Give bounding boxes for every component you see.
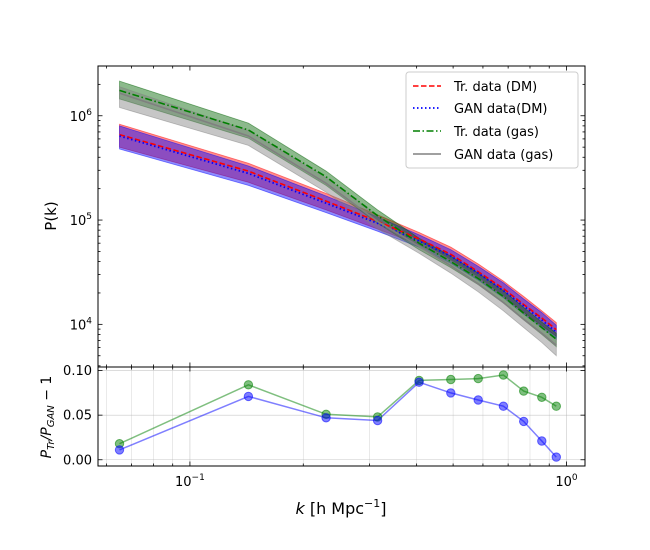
- bottom-y-ticks: 0.00 0.05 0.10: [63, 364, 585, 468]
- ratio-point-dm: [446, 388, 456, 398]
- ratio-point-gas: [537, 392, 547, 402]
- top-y-tick-label: 105: [70, 212, 92, 229]
- top-y-tick-label: 104: [70, 316, 93, 333]
- line-gan-data-gas: [119, 92, 557, 346]
- line-tr-data-dm: [119, 133, 557, 331]
- ratio-point-dm: [473, 395, 483, 405]
- ratio-point-gas: [243, 380, 254, 390]
- bottom-y-tick-label: 0.00: [63, 453, 92, 468]
- ratio-point-gas: [551, 401, 561, 411]
- bottom-x-ticks: 10−1 100: [105, 367, 578, 490]
- ratio-point-gas: [473, 373, 483, 384]
- band-gan-data-gas: [119, 86, 557, 357]
- top-panel: 104 105 106 P(k) Tr. data (DM) GAN data(DM…: [42, 65, 586, 368]
- legend-label-gan-dm: GAN data(DM): [454, 102, 547, 117]
- bottom-x-tick-label: 10−1: [175, 473, 205, 490]
- ratio-point-gas: [519, 386, 529, 396]
- legend-label-tr-gas: Tr. data (gas): [453, 125, 539, 140]
- ratio-point-dm: [551, 452, 561, 462]
- legend-label-tr-dm: Tr. data (DM): [453, 80, 537, 95]
- x-axis-label: k [h Mpc−1]: [295, 497, 386, 518]
- ratio-point-dm: [519, 416, 529, 427]
- bottom-axes-frame: [97, 366, 586, 467]
- ratio-point-gas: [446, 374, 456, 385]
- bottom-y-axis-label: PTr/PGAN − 1: [39, 376, 57, 459]
- ratio-point-dm: [498, 401, 509, 411]
- legend-entries: Tr. data (DM) GAN data(DM) Tr. data (gas…: [413, 80, 553, 163]
- legend-box: [405, 71, 579, 169]
- bottom-y-tick-label: 0.05: [63, 409, 92, 424]
- ratio-point-gas: [498, 370, 509, 380]
- legend: Tr. data (DM) GAN data(DM) Tr. data (gas…: [405, 71, 579, 169]
- bottom-x-tick-label: 100: [555, 473, 578, 490]
- line-tr-data-gas: [119, 89, 557, 340]
- ratio-point-dm: [321, 413, 331, 423]
- line-gan-data-dm: [119, 135, 557, 333]
- bottom-series-points: [114, 370, 561, 462]
- top-y-axis-label: P(k): [42, 201, 60, 230]
- ratio-point-dm: [414, 377, 424, 387]
- ratio-point-dm: [372, 415, 383, 426]
- bottom-y-tick-label: 0.10: [63, 364, 92, 379]
- bottom-panel: 0.00 0.05 0.10 10−1 100 PTr/PGAN − 1 k [h M…: [39, 364, 586, 518]
- top-series-lines: [119, 89, 557, 346]
- top-y-tick-label: 106: [70, 108, 93, 125]
- ratio-point-dm: [243, 391, 254, 402]
- ratio-point-dm: [114, 445, 125, 455]
- legend-label-gan-gas: GAN data (gas): [454, 148, 553, 163]
- ratio-point-dm: [537, 436, 547, 446]
